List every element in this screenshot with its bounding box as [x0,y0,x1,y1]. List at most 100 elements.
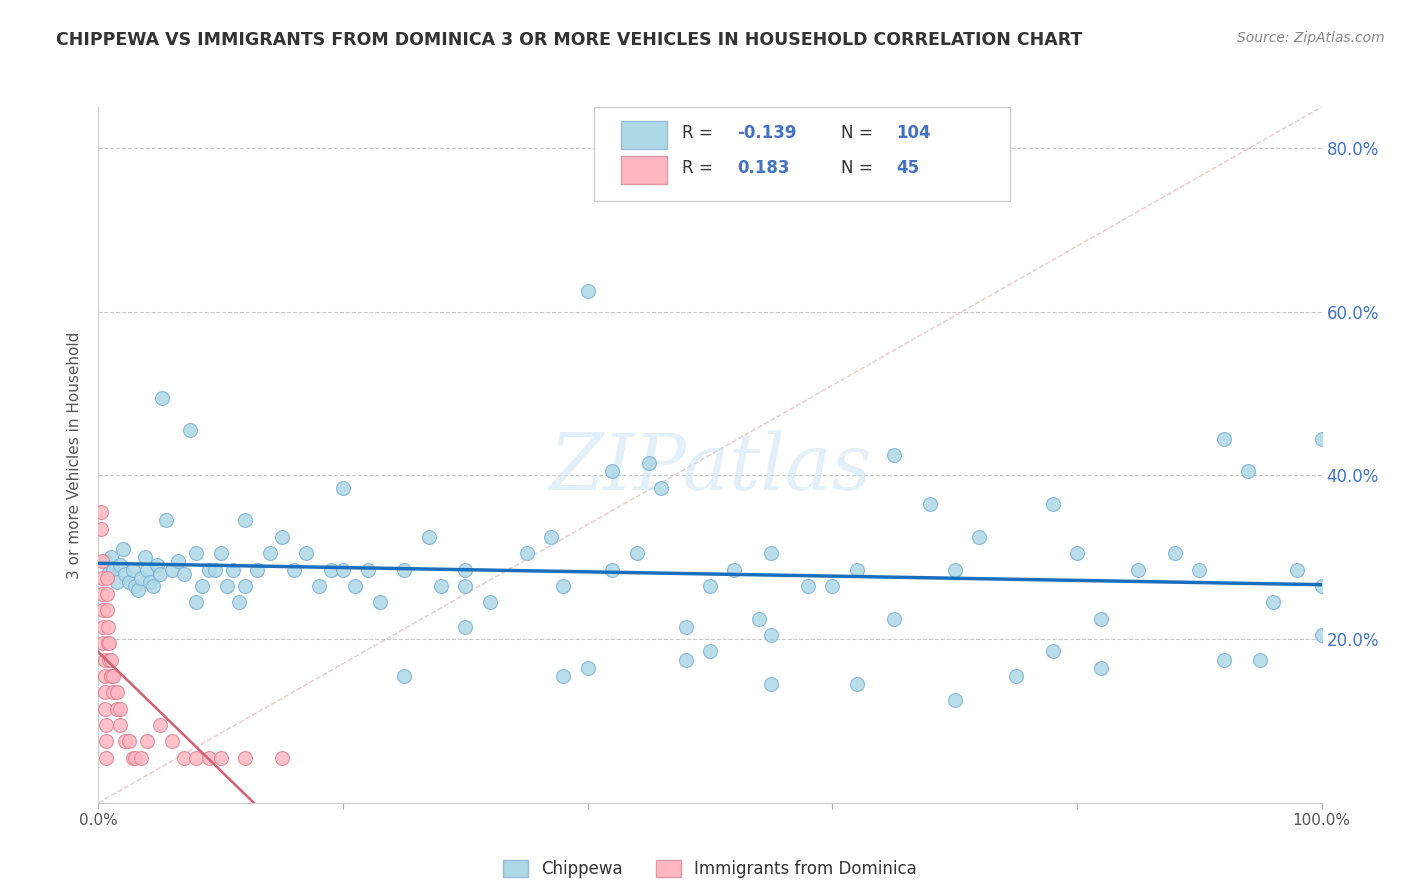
Point [845,677,868,691]
Point [797,579,820,593]
Point [344,579,367,593]
Point [136,562,159,576]
Point [319,562,342,576]
Point [638,456,661,470]
Point [1066,546,1088,560]
Point [91,571,114,585]
Text: 104: 104 [896,125,931,143]
Point [121,562,143,576]
Point [699,579,721,593]
Text: 0.183: 0.183 [737,160,789,178]
Point [576,661,599,675]
Point [129,571,152,585]
Point [149,566,172,581]
Point [356,562,378,576]
Point [761,677,783,691]
Point [1004,669,1026,683]
Point [150,391,173,405]
Point [134,550,156,565]
Point [761,628,783,642]
Point [114,566,136,581]
Point [94,751,117,765]
Point [515,546,537,560]
Point [943,562,966,576]
Point [392,669,416,683]
Point [186,751,208,765]
Point [98,636,121,650]
Point [233,513,256,527]
Point [160,734,183,748]
Point [553,579,575,593]
Point [209,546,232,560]
Point [94,734,117,748]
Point [1188,562,1211,576]
Point [600,464,623,478]
Point [332,481,354,495]
Point [100,669,122,683]
Point [91,636,114,650]
Point [90,505,112,519]
Text: Source: ZipAtlas.com: Source: ZipAtlas.com [1237,31,1385,45]
Point [114,734,136,748]
Point [748,612,770,626]
Point [1310,579,1333,593]
Legend: Chippewa, Immigrants from Dominica: Chippewa, Immigrants from Dominica [496,854,924,885]
Bar [620,156,668,184]
Point [93,669,115,683]
Point [699,644,721,658]
Text: N =: N = [841,125,873,143]
Point [197,751,219,765]
Point [576,284,599,298]
Point [1164,546,1187,560]
Point [215,579,238,593]
Point [96,587,118,601]
Point [883,612,905,626]
Point [233,751,256,765]
Point [124,579,146,593]
Point [967,530,990,544]
Point [91,587,114,601]
Point [675,652,697,666]
Point [270,751,294,765]
Point [1249,652,1271,666]
Point [228,595,250,609]
Point [129,751,152,765]
Point [454,562,477,576]
Point [1237,464,1260,478]
Point [149,718,172,732]
Point [368,595,391,609]
Point [650,481,672,495]
Point [553,669,575,683]
Point [191,579,214,593]
Point [204,562,226,576]
Point [1212,432,1234,446]
Point [101,685,124,699]
Point [101,669,124,683]
Text: R =: R = [682,125,718,143]
Point [110,701,132,715]
Point [233,579,256,593]
Point [270,530,294,544]
Point [761,546,783,560]
Point [97,566,120,581]
Point [209,751,232,765]
Point [920,497,942,511]
Point [90,522,112,536]
Point [1286,562,1309,576]
Point [100,550,122,565]
Point [454,620,477,634]
Point [1128,562,1150,576]
Point [110,558,132,573]
Point [94,718,117,732]
Point [111,542,134,557]
Point [1261,595,1284,609]
Point [1310,432,1333,446]
Point [127,582,149,597]
Point [173,751,195,765]
Point [540,530,562,544]
Point [146,558,169,573]
Text: R =: R = [682,160,718,178]
Point [100,652,122,666]
Point [845,562,868,576]
Point [97,620,120,634]
